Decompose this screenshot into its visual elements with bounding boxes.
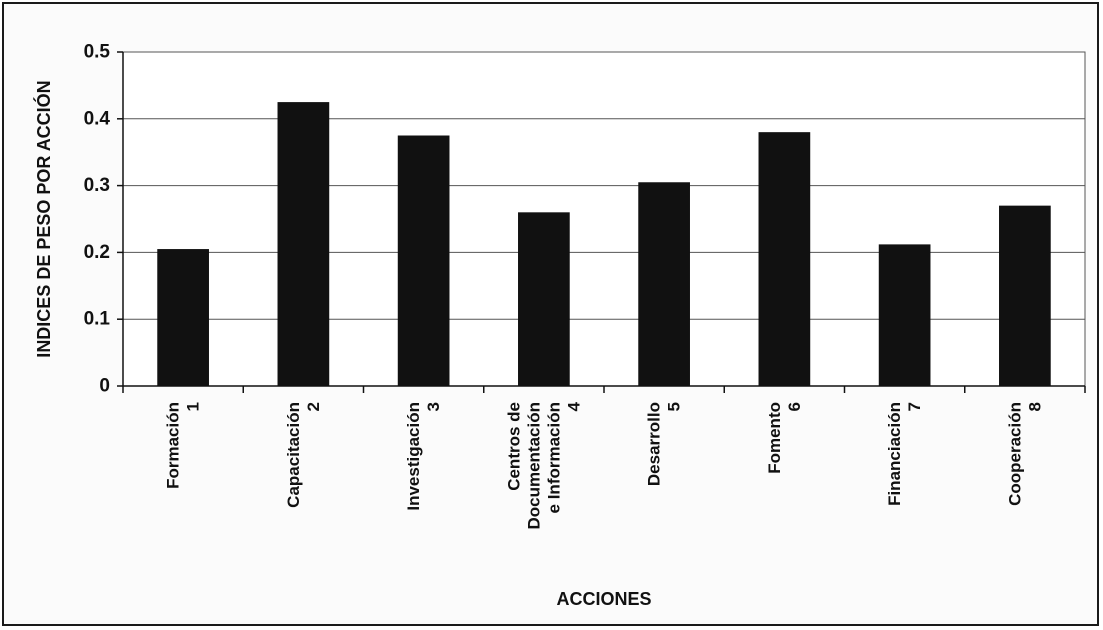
x-tick-label-line: e Información (544, 402, 563, 513)
bar (878, 244, 931, 386)
bar (638, 182, 690, 386)
x-tick-labels: Formación 1 Capacitación 2 Investigación 3 Cen… (164, 401, 1045, 529)
x-tick-label-line: 7 (905, 402, 924, 411)
x-tick-label-line: Documentación (524, 402, 543, 530)
x-tick-label-line: 5 (665, 402, 684, 411)
y-tick-label: 0.4 (84, 108, 111, 129)
y-tick-label: 0 (99, 376, 110, 397)
x-tick-label-line: Fomento (765, 402, 784, 474)
x-tick-label-line: Financiación (885, 402, 904, 506)
x-tick-label-line: Desarrollo (645, 402, 664, 486)
x-tick-label: Centros de Documentación e Información 4 (504, 401, 583, 529)
x-tick-label-line: Centros de (504, 402, 523, 491)
x-tick-label: Fomento 6 (765, 402, 804, 474)
plot-area (122, 51, 1086, 387)
x-tick-label: Formación 1 (164, 402, 203, 489)
x-tick-label: Financiación 7 (885, 402, 924, 506)
x-tick-label-line: 1 (184, 402, 203, 411)
x-tick-label: Capacitación 2 (284, 402, 323, 508)
y-tick-labels: 0 0.1 0.2 0.3 0.4 0.5 (84, 42, 123, 397)
x-tick-label-line: 2 (304, 402, 323, 411)
y-tick-label: 0.1 (84, 309, 111, 330)
x-tick-label: Cooperación 8 (1005, 402, 1044, 506)
axes (122, 52, 1086, 393)
x-tick-label-line: 4 (564, 401, 583, 411)
x-tick-label-line: Formación (164, 402, 183, 489)
y-tick-label: 0.3 (84, 175, 110, 196)
x-tick-label-line: Cooperación (1005, 402, 1024, 506)
bar (758, 132, 811, 386)
x-axis-title: ACCIONES (556, 589, 651, 609)
bars (157, 102, 1051, 386)
x-tick-label-line: 8 (1025, 402, 1044, 411)
bar (157, 249, 209, 386)
x-tick-label-line: 6 (785, 402, 804, 411)
bar (999, 205, 1051, 386)
bar (397, 135, 450, 386)
x-tick-label-line: 3 (424, 402, 443, 411)
x-tick-label-line: Capacitación (284, 402, 303, 508)
x-tick-label: Desarrollo 5 (645, 402, 684, 486)
y-tick-label: 0.5 (84, 42, 111, 63)
y-tick-label: 0.2 (84, 242, 110, 263)
y-axis-title: INDICES DE PESO POR ACCIÓN (33, 80, 54, 357)
x-tick-label: Investigación 3 (404, 402, 443, 511)
bar (518, 212, 570, 386)
x-tick-label-line: Investigación (404, 402, 423, 511)
bar (277, 102, 330, 386)
